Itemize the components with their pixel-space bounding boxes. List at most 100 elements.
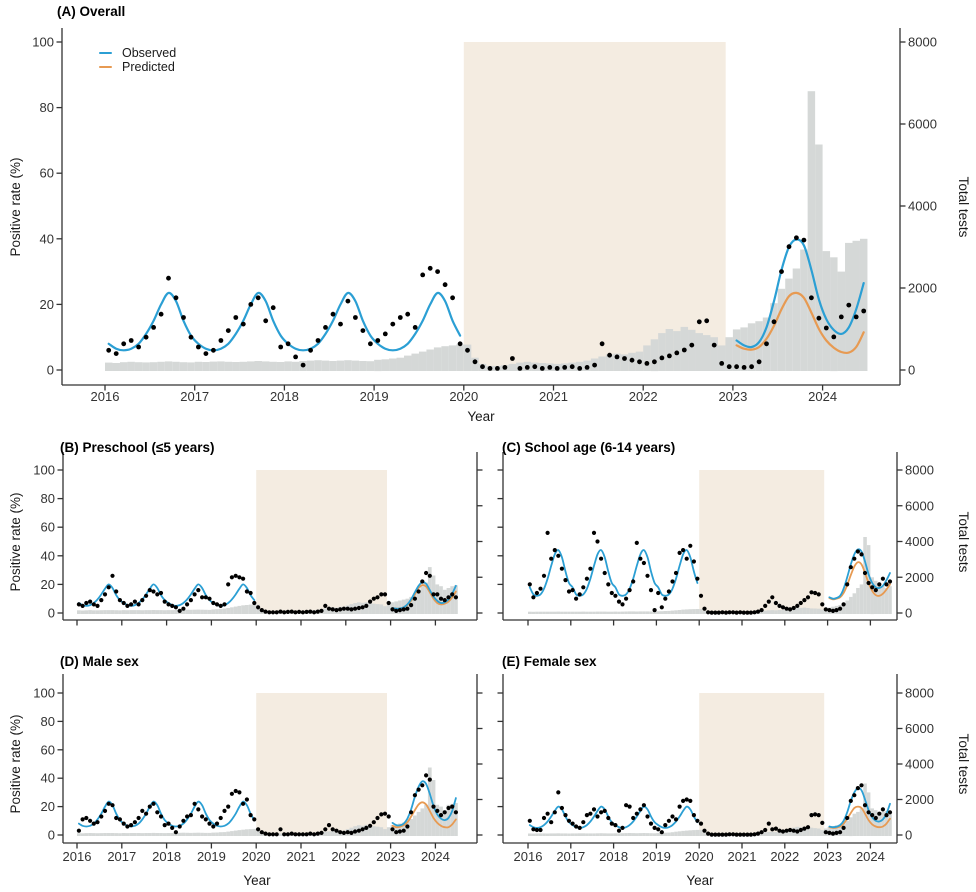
svg-text:2023: 2023 [376, 849, 405, 864]
legend-label-observed: Observed [122, 46, 177, 60]
tick-marks [57, 692, 483, 849]
svg-text:4000: 4000 [905, 757, 934, 772]
svg-text:0: 0 [905, 828, 912, 843]
legend-item-predicted: Predicted [99, 60, 176, 74]
observed-fit-line-pre2020 [528, 549, 699, 597]
axes [62, 452, 478, 621]
pandemic-shaded-region [699, 470, 825, 614]
svg-text:100: 100 [33, 686, 55, 701]
observed-fit-line-post2023 [828, 548, 891, 600]
observed-dots [76, 773, 458, 837]
axes [62, 674, 478, 844]
svg-text:100: 100 [33, 463, 55, 478]
svg-text:2024: 2024 [421, 849, 450, 864]
svg-text:2023: 2023 [718, 389, 747, 404]
observed-dots [527, 783, 893, 837]
svg-text:80: 80 [41, 491, 55, 506]
svg-text:0: 0 [905, 606, 912, 621]
svg-text:2017: 2017 [556, 849, 585, 864]
svg-text:2018: 2018 [599, 849, 628, 864]
y-axis-title-positive-rate-a: Positive rate (%) [8, 157, 23, 257]
tick-marks [497, 692, 903, 849]
svg-text:2019: 2019 [197, 849, 226, 864]
svg-text:100: 100 [32, 35, 54, 50]
svg-text:80: 80 [40, 100, 54, 115]
predicted-line-post2023 [828, 561, 891, 601]
svg-text:2019: 2019 [360, 389, 389, 404]
x-axis-title-year-a: Year [467, 409, 495, 424]
panel-c-title: (C) School age (6-14 years) [502, 440, 676, 455]
tick-labels: 2016 2017 2018 2019 2020 2021 2022 2023 2024 0 20 4… [33, 686, 450, 865]
panel-e-title: (E) Female sex [502, 654, 597, 669]
svg-text:40: 40 [41, 771, 55, 786]
panel-a: 2016 2017 2018 2019 2020 2021 2022 2023 2024 0 20 4… [32, 28, 937, 404]
svg-text:2024: 2024 [856, 849, 885, 864]
total-tests-bars [528, 537, 892, 615]
svg-text:6000: 6000 [908, 117, 937, 132]
svg-text:60: 60 [41, 742, 55, 757]
pandemic-shaded-region [256, 470, 387, 614]
svg-text:2016: 2016 [91, 389, 120, 404]
predicted-line-post2023 [828, 805, 891, 829]
panel-b-title: (B) Preschool (≤5 years) [60, 440, 215, 455]
svg-text:6000: 6000 [905, 721, 934, 736]
svg-text:2022: 2022 [331, 849, 360, 864]
svg-text:20: 20 [40, 297, 54, 312]
svg-text:2000: 2000 [905, 792, 934, 807]
panel-d-title: (D) Male sex [60, 654, 139, 669]
svg-text:20: 20 [41, 577, 55, 592]
svg-text:0: 0 [47, 363, 54, 378]
svg-text:0: 0 [48, 606, 55, 621]
observed-fit-line-pre2020 [107, 291, 462, 352]
y-axis-title-positive-rate-b: Positive rate (%) [8, 492, 23, 592]
svg-text:80: 80 [41, 714, 55, 729]
panel-b: 0 20 40 60 80 100 [33, 452, 483, 626]
svg-text:0: 0 [48, 828, 55, 843]
svg-text:2022: 2022 [629, 389, 658, 404]
svg-text:2021: 2021 [728, 849, 757, 864]
svg-text:40: 40 [41, 548, 55, 563]
y2-axis-title-total-tests-e: Total tests [956, 733, 971, 795]
svg-text:2022: 2022 [770, 849, 799, 864]
svg-text:4000: 4000 [905, 534, 934, 549]
svg-text:60: 60 [41, 520, 55, 535]
svg-text:2000: 2000 [905, 570, 934, 585]
svg-text:2021: 2021 [287, 849, 316, 864]
tick-labels: 2016 2017 2018 2019 2020 2021 2022 2023 2024 0 20 4… [32, 35, 937, 405]
tick-labels: 0 2000 4000 6000 8000 [905, 463, 934, 621]
panel-d: 2016 2017 2018 2019 2020 2021 2022 2023 2024 0 20 4… [33, 674, 483, 865]
svg-text:4000: 4000 [908, 199, 937, 214]
x-axis-title-year-d: Year [243, 873, 271, 888]
pandemic-shaded-region [463, 42, 726, 371]
svg-text:2017: 2017 [180, 389, 209, 404]
legend-label-predicted: Predicted [122, 60, 175, 74]
observed-fit-line-post2023 [735, 238, 865, 349]
observed-dots [106, 235, 867, 371]
svg-text:2000: 2000 [908, 281, 937, 296]
svg-text:20: 20 [41, 799, 55, 814]
svg-text:8000: 8000 [905, 686, 934, 701]
pandemic-shaded-region [699, 693, 825, 836]
svg-text:2020: 2020 [449, 389, 478, 404]
tick-marks [497, 469, 903, 626]
svg-text:6000: 6000 [905, 498, 934, 513]
svg-text:2017: 2017 [107, 849, 136, 864]
tick-marks [57, 469, 483, 626]
y2-axis-title-total-tests-c: Total tests [956, 511, 971, 573]
svg-text:2016: 2016 [63, 849, 92, 864]
observed-dots [76, 570, 458, 615]
tick-marks [56, 41, 906, 391]
observed-dots [527, 530, 893, 615]
svg-text:2024: 2024 [808, 389, 837, 404]
legend-item-observed: Observed [99, 46, 176, 60]
svg-text:40: 40 [40, 231, 54, 246]
predicted-line-post2023 [735, 291, 865, 355]
panel-c: 0 2000 4000 6000 8000 [497, 452, 934, 626]
axes [502, 674, 898, 844]
legend: Observed Predicted [99, 46, 176, 74]
axes [502, 452, 898, 621]
svg-text:2018: 2018 [152, 849, 181, 864]
observed-fit-line-post2023 [391, 780, 457, 827]
